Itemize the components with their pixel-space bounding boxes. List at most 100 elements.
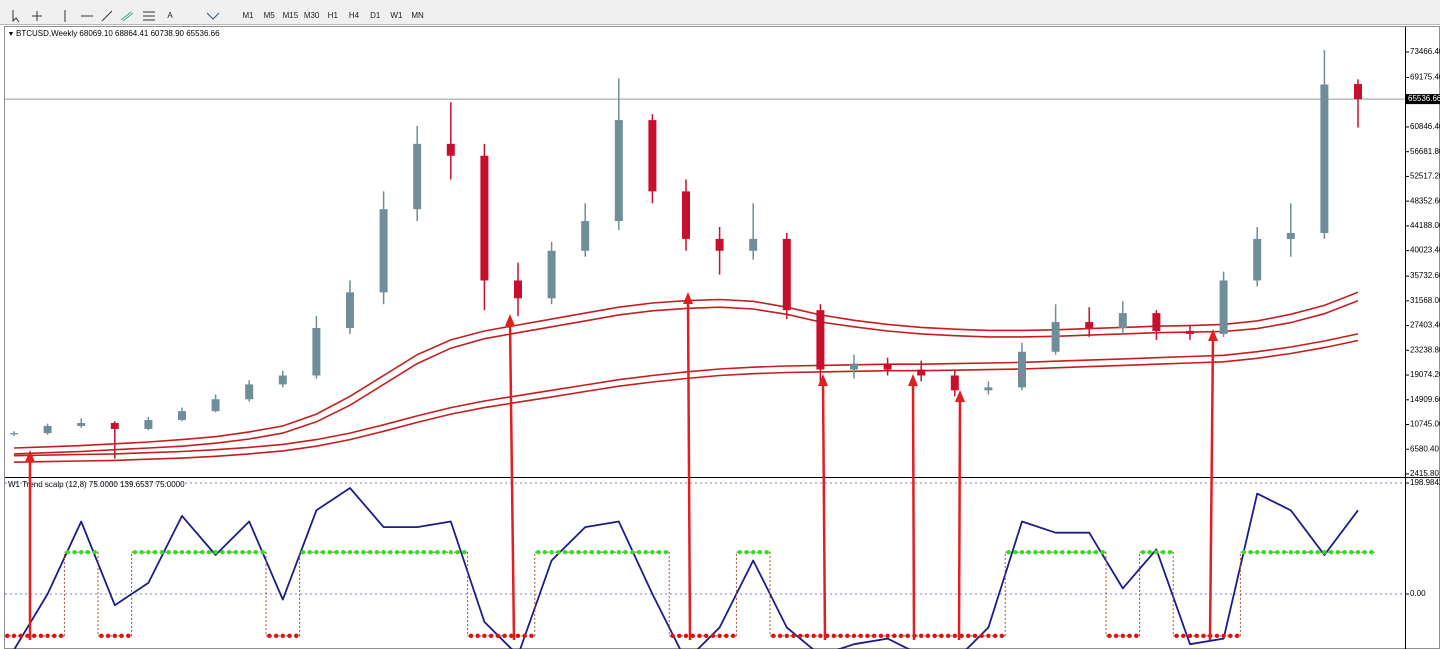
y-tick-label: 69175.40 <box>1410 73 1440 82</box>
signal-dot <box>892 633 897 639</box>
signal-dot <box>1013 549 1018 555</box>
signal-dot <box>1073 549 1078 555</box>
signal-dot <box>166 549 171 555</box>
signal-dot <box>1066 549 1072 555</box>
signal-dot <box>650 549 655 555</box>
signal-dot <box>636 549 642 555</box>
candle-body <box>144 420 153 429</box>
timeframe-button[interactable]: H4 <box>349 11 360 20</box>
signal-dot <box>287 633 292 639</box>
fibo-icon[interactable] <box>143 11 155 21</box>
signal-dot <box>1228 633 1233 639</box>
signal-dot <box>85 549 91 555</box>
signal-dot <box>1147 549 1152 555</box>
signal-arrow <box>686 299 692 641</box>
signal-dot <box>186 549 191 555</box>
signal-dot <box>717 633 722 639</box>
signal-dot <box>589 549 595 555</box>
signal-dot <box>1349 549 1354 555</box>
cursor-icon[interactable] <box>12 10 20 23</box>
signal-dot <box>314 549 319 555</box>
arrows-icon[interactable] <box>206 12 220 20</box>
chart-title: BTCUSD,Weekly 68069.10 68864.41 60738.90… <box>16 29 220 38</box>
signal-dot <box>25 633 30 639</box>
signal-dot <box>1214 633 1220 639</box>
signal-dot <box>11 633 17 639</box>
signal-dot <box>730 633 736 639</box>
signal-dot <box>126 633 131 639</box>
signal-dot <box>112 633 118 639</box>
signal-dot <box>959 633 964 639</box>
signal-dot <box>509 633 514 639</box>
signal-dot <box>320 549 326 555</box>
price-label: 65536.66 <box>1408 94 1440 103</box>
signal-dot <box>5 633 10 639</box>
signal-dot <box>367 549 373 555</box>
timeframe-button[interactable]: W1 <box>390 11 403 20</box>
timeframe-button[interactable]: M30 <box>304 11 320 20</box>
signal-dot <box>1026 549 1031 555</box>
y-tick-label: 14909.60 <box>1410 395 1440 404</box>
signal-dot <box>99 633 104 639</box>
signal-dot <box>381 549 386 555</box>
signal-dot <box>1322 549 1327 555</box>
candle-body <box>514 280 522 299</box>
signal-dot <box>791 633 796 639</box>
signal-dot <box>173 549 178 555</box>
signal-dot <box>1221 633 1226 639</box>
candle-body <box>1018 351 1026 388</box>
y-tick-label: 19074.20 <box>1410 370 1440 379</box>
candle-body <box>1320 84 1329 233</box>
y-tick-label: 35732.60 <box>1410 271 1440 280</box>
arrow-head <box>683 292 693 304</box>
signal-dot <box>811 633 816 639</box>
signal-dot <box>1134 633 1139 639</box>
signal-dot <box>858 633 863 639</box>
signal-dot <box>468 633 474 639</box>
signal-dot <box>233 549 238 555</box>
arrow-head <box>505 314 515 326</box>
symbol-marker <box>9 32 13 36</box>
signal-dot <box>535 549 541 555</box>
timeframe-button[interactable]: M5 <box>264 11 276 20</box>
candle-body <box>883 363 892 370</box>
signal-dot <box>885 633 890 639</box>
signal-dot <box>878 633 884 639</box>
signal-dot <box>334 549 339 555</box>
signal-dot <box>724 633 729 639</box>
signal-dot <box>1113 633 1119 639</box>
signal-dot <box>919 633 924 639</box>
signal-dot <box>1181 633 1186 639</box>
trendline-icon[interactable] <box>101 10 113 22</box>
signal-dot <box>898 633 904 639</box>
timeframe-button[interactable]: M15 <box>283 11 299 20</box>
timeframe-button[interactable]: D1 <box>370 11 381 20</box>
signal-dot <box>690 633 695 639</box>
channel-icon[interactable] <box>120 11 134 22</box>
chart-frame <box>4 26 1440 649</box>
timeframe-button[interactable]: H1 <box>328 11 339 20</box>
y-tick-label: 40023.40 <box>1410 246 1440 255</box>
moving-average <box>13 333 1359 457</box>
signal-dot <box>341 549 346 555</box>
signal-dot <box>798 633 803 639</box>
text-tool[interactable]: A <box>167 11 173 20</box>
candle-body <box>480 155 489 281</box>
crosshair-icon[interactable] <box>32 11 42 21</box>
signal-dot <box>18 633 23 639</box>
candle-body <box>1354 84 1362 100</box>
candle-body <box>346 292 354 328</box>
candle-body <box>1219 280 1228 334</box>
signal-dot <box>253 549 259 555</box>
signal-dot <box>764 549 769 555</box>
signal-dot <box>462 549 467 555</box>
candle-body <box>950 375 959 391</box>
signal-dot <box>1248 549 1253 555</box>
candle-body <box>379 209 388 293</box>
signal-dot <box>737 549 742 555</box>
timeframe-button[interactable]: M1 <box>242 11 254 20</box>
signal-arrow <box>911 381 916 641</box>
timeframe-button[interactable]: MN <box>411 11 424 20</box>
signal-dot <box>139 549 144 555</box>
signal-dot <box>152 549 158 555</box>
